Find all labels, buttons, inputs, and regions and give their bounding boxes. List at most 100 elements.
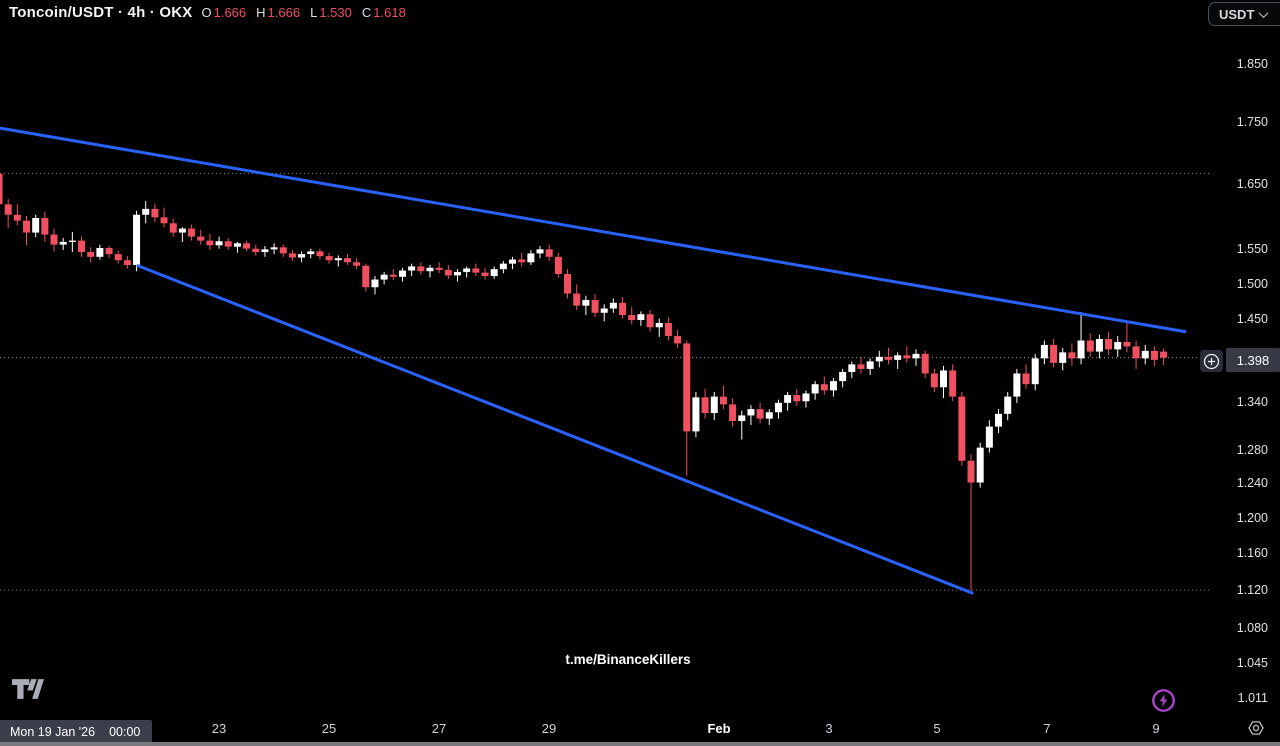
candle bbox=[1050, 344, 1058, 363]
time-axis[interactable]: Mon 19 Jan '26 00:00 23 25 27 29 Feb 3 5 7 9 bbox=[0, 713, 1280, 746]
ohlc-high: H 1.666 bbox=[256, 5, 301, 20]
candle bbox=[894, 355, 902, 360]
candle bbox=[252, 248, 260, 253]
candle bbox=[4, 204, 12, 215]
candle bbox=[985, 426, 993, 448]
candle bbox=[518, 259, 526, 263]
candle bbox=[609, 302, 617, 309]
currency-selector-button[interactable]: USDT bbox=[1208, 2, 1280, 26]
candle bbox=[78, 240, 86, 253]
candle bbox=[1123, 341, 1131, 347]
candle bbox=[0, 173, 3, 205]
candle bbox=[949, 370, 957, 397]
candle bbox=[664, 322, 672, 337]
candle bbox=[32, 218, 40, 233]
upper-channel-line bbox=[0, 126, 1187, 334]
ohlc-low: L 1.530 bbox=[310, 5, 352, 20]
price-axis[interactable]: 1.850 1.750 1.650 1.550 1.500 1.450 1.340 1.280… bbox=[1200, 0, 1280, 713]
time-axis-label: 3 bbox=[825, 721, 833, 736]
candle bbox=[316, 251, 324, 257]
candle bbox=[509, 259, 517, 264]
time-axis-label: 9 bbox=[1152, 721, 1160, 736]
candle bbox=[692, 397, 700, 432]
candle bbox=[527, 253, 535, 263]
candle bbox=[1114, 341, 1122, 350]
ohlc-readout: O 1.666 H 1.666 L 1.530 C 1.618 bbox=[201, 5, 405, 20]
candle bbox=[408, 266, 416, 271]
bottom-edge-strip bbox=[0, 742, 1280, 746]
price-axis-label: 1.340 bbox=[1236, 395, 1268, 410]
crosshair-price-label: 1.398 bbox=[1226, 348, 1280, 372]
plus-circle-icon bbox=[1203, 353, 1220, 369]
candle bbox=[279, 247, 287, 254]
candle bbox=[848, 364, 856, 372]
gear-icon[interactable] bbox=[1247, 719, 1265, 742]
candle bbox=[307, 251, 315, 255]
price-axis-label: 1.011 bbox=[1237, 690, 1268, 705]
candle bbox=[123, 260, 131, 266]
time-axis-label: 23 bbox=[211, 721, 227, 736]
candle bbox=[765, 412, 773, 419]
candle bbox=[729, 404, 737, 421]
candle bbox=[884, 356, 892, 360]
lower-channel-line bbox=[136, 264, 974, 595]
candle bbox=[178, 228, 186, 233]
candle bbox=[857, 364, 865, 369]
candle bbox=[1068, 352, 1076, 359]
candle bbox=[619, 302, 627, 315]
candle bbox=[490, 269, 498, 277]
candle bbox=[747, 409, 755, 416]
candle bbox=[1040, 344, 1048, 359]
price-axis-label: 1.200 bbox=[1236, 510, 1268, 525]
price-axis-label: 1.450 bbox=[1236, 312, 1268, 327]
candle bbox=[133, 214, 141, 266]
price-axis-label: 1.120 bbox=[1236, 583, 1268, 598]
time-axis-label: 25 bbox=[321, 721, 337, 736]
candle bbox=[463, 268, 471, 272]
crosshair-time: 00:00 bbox=[109, 725, 141, 739]
candle bbox=[261, 249, 269, 253]
candle bbox=[343, 258, 351, 263]
candle bbox=[334, 258, 342, 261]
candle bbox=[454, 271, 461, 276]
candle bbox=[68, 240, 76, 242]
candle bbox=[573, 293, 581, 306]
candle bbox=[288, 253, 296, 258]
add-alert-plus-button[interactable] bbox=[1200, 350, 1223, 372]
crosshair-date: Mon 19 Jan '26 bbox=[10, 725, 96, 739]
price-axis-label: 1.080 bbox=[1236, 621, 1268, 636]
candle bbox=[600, 308, 608, 313]
candle bbox=[1141, 350, 1149, 359]
tradingview-logo-icon[interactable] bbox=[12, 679, 44, 704]
candle bbox=[142, 208, 150, 215]
candle bbox=[417, 266, 425, 272]
candle bbox=[564, 273, 572, 294]
candle bbox=[958, 396, 966, 461]
lightning-bolt-icon[interactable] bbox=[1150, 687, 1177, 719]
candle bbox=[105, 247, 113, 255]
candle bbox=[701, 397, 709, 414]
candle bbox=[710, 396, 718, 414]
candle bbox=[481, 272, 489, 277]
candle bbox=[169, 223, 177, 233]
ohlc-open: O 1.666 bbox=[201, 5, 247, 20]
candle bbox=[499, 263, 507, 270]
candle bbox=[325, 256, 333, 261]
time-axis-label: 7 bbox=[1043, 721, 1051, 736]
candle bbox=[1105, 339, 1113, 350]
price-axis-label: 1.500 bbox=[1236, 276, 1268, 291]
candle bbox=[1095, 339, 1103, 352]
candle bbox=[233, 243, 241, 247]
candle bbox=[774, 402, 782, 413]
candle bbox=[674, 336, 682, 344]
candle bbox=[637, 314, 645, 321]
candle bbox=[435, 267, 443, 270]
time-axis-label: 29 bbox=[541, 721, 557, 736]
candle bbox=[96, 247, 104, 257]
candle bbox=[23, 220, 31, 233]
candle bbox=[839, 371, 847, 382]
candle bbox=[224, 241, 232, 247]
